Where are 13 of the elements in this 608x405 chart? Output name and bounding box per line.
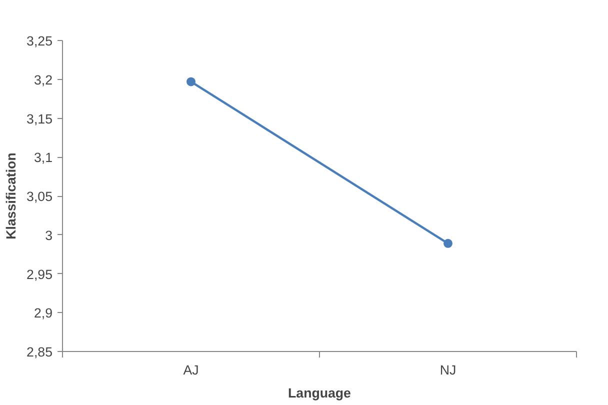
x-axis-title: Language — [288, 386, 351, 400]
y-tick-label: 2,95 — [26, 266, 53, 282]
y-tick-label: 3,05 — [26, 189, 53, 204]
x-tick-label: AJ — [183, 362, 199, 378]
y-axis-title: Klassification — [4, 152, 19, 240]
y-tick-label: 3,1 — [34, 150, 53, 166]
y-tick-label: 3,15 — [26, 111, 53, 126]
y-tick-label: 2,9 — [34, 306, 53, 321]
y-tick-label: 3,25 — [26, 34, 53, 48]
y-tick-label: 3,2 — [34, 72, 53, 88]
x-tick-label: NJ — [440, 362, 456, 378]
y-tick-label: 3 — [45, 228, 53, 243]
y-tick-label: 2,85 — [26, 344, 53, 360]
